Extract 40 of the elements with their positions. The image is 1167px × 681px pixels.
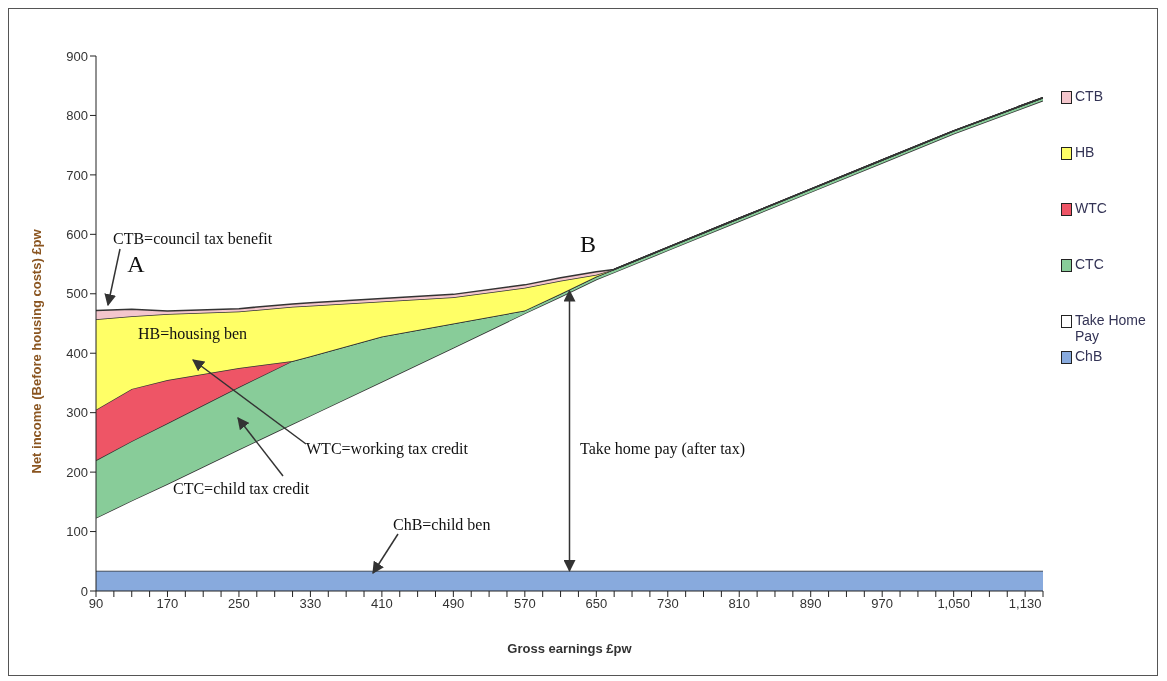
annotation: WTC=working tax credit xyxy=(306,440,469,458)
legend-label: CTC xyxy=(1075,256,1104,272)
x-tick-label: 890 xyxy=(799,596,822,612)
x-tick-label: 330 xyxy=(299,596,322,612)
y-tick-label: 100 xyxy=(66,524,88,540)
legend-label: HB xyxy=(1075,144,1095,160)
y-tick-label: 900 xyxy=(66,48,88,64)
annotation: CTB=council tax benefit xyxy=(113,230,273,247)
annotation: HB=housing ben xyxy=(138,325,248,343)
annotation: B xyxy=(579,230,597,257)
x-tick-label: 90 xyxy=(88,596,104,612)
x-tick-label: 730 xyxy=(656,596,679,612)
annotation: Take home pay (after tax) xyxy=(580,440,746,458)
y-tick-label: 700 xyxy=(66,167,88,183)
x-tick-label: 810 xyxy=(728,596,751,612)
annotation: ChB=child ben xyxy=(393,516,491,533)
x-tick-label: 650 xyxy=(585,596,608,612)
x-tick-label: 970 xyxy=(871,596,894,612)
y-tick-label: 600 xyxy=(66,226,88,242)
legend-label: WTC xyxy=(1075,200,1107,216)
x-tick-label: 170 xyxy=(156,596,179,612)
y-tick-label: 0 xyxy=(80,583,88,599)
y-tick-label: 300 xyxy=(66,405,88,421)
x-tick-label: 490 xyxy=(442,596,465,612)
annotation: CTC=child tax credit xyxy=(173,480,310,497)
x-tick-label: 410 xyxy=(371,596,393,612)
x-tick-label: 1,050 xyxy=(937,596,970,612)
annotation: A xyxy=(127,250,146,277)
y-tick-label: 500 xyxy=(66,286,88,302)
legend-label: CTB xyxy=(1075,88,1103,104)
x-tick-label: 1,130 xyxy=(1008,596,1042,612)
x-tick-label: 250 xyxy=(228,596,250,612)
x-tick-label: 570 xyxy=(513,596,536,612)
y-tick-label: 200 xyxy=(66,464,88,480)
legend-label: ChB xyxy=(1075,348,1103,364)
y-tick-label: 400 xyxy=(66,345,88,361)
text: Take Home Pay xyxy=(1075,312,1147,344)
y-tick-label: 800 xyxy=(66,108,88,124)
y-axis-title: Net income (Before housing costs) £pw xyxy=(28,228,44,474)
x-axis-title: Gross earnings £pw xyxy=(507,641,633,656)
